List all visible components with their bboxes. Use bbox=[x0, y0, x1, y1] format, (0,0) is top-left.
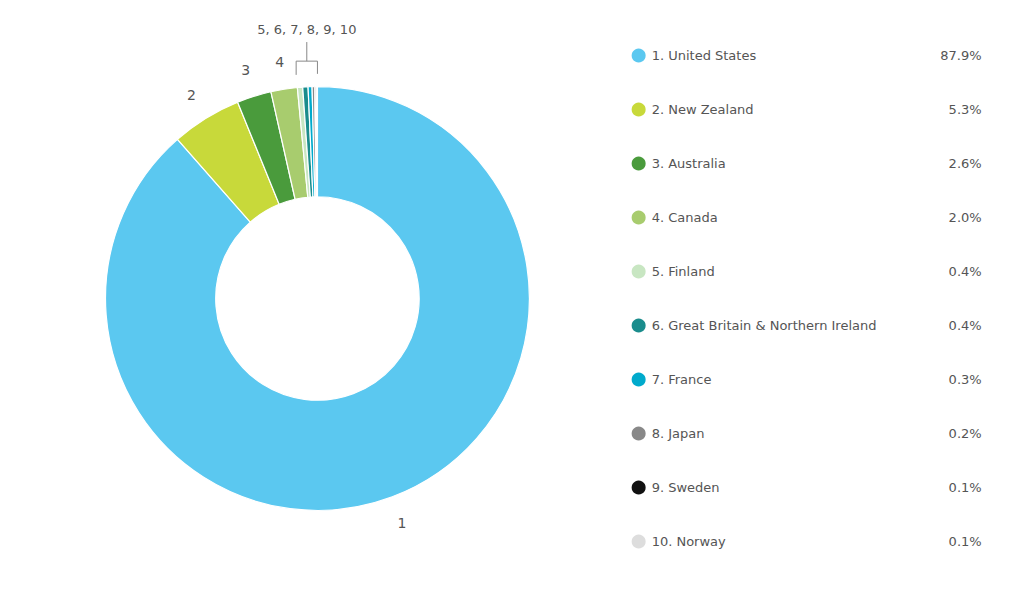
svg-text:2.6%: 2.6% bbox=[949, 156, 982, 171]
svg-text:10. Norway: 10. Norway bbox=[652, 534, 726, 549]
svg-text:4. Canada: 4. Canada bbox=[652, 210, 718, 225]
svg-text:7. France: 7. France bbox=[652, 372, 712, 387]
svg-text:0.4%: 0.4% bbox=[949, 264, 982, 279]
svg-text:87.9%: 87.9% bbox=[940, 48, 981, 63]
svg-text:2.0%: 2.0% bbox=[949, 210, 982, 225]
svg-text:2. New Zealand: 2. New Zealand bbox=[652, 102, 754, 117]
svg-text:3. Australia: 3. Australia bbox=[652, 156, 726, 171]
svg-text:0.1%: 0.1% bbox=[949, 534, 982, 549]
svg-text:5. Finland: 5. Finland bbox=[652, 264, 715, 279]
svg-text:9. Sweden: 9. Sweden bbox=[652, 480, 720, 495]
svg-text:0.2%: 0.2% bbox=[949, 426, 982, 441]
svg-text:1. United States: 1. United States bbox=[652, 48, 757, 63]
svg-text:5, 6, 7, 8, 9, 10: 5, 6, 7, 8, 9, 10 bbox=[257, 22, 356, 37]
svg-text:0.1%: 0.1% bbox=[949, 480, 982, 495]
svg-text:2: 2 bbox=[187, 87, 196, 103]
svg-text:5.3%: 5.3% bbox=[949, 102, 982, 117]
svg-text:3: 3 bbox=[241, 62, 250, 78]
svg-text:1: 1 bbox=[397, 515, 406, 531]
svg-text:0.4%: 0.4% bbox=[949, 318, 982, 333]
svg-text:4: 4 bbox=[275, 54, 284, 70]
svg-text:8. Japan: 8. Japan bbox=[652, 426, 705, 441]
svg-text:0.3%: 0.3% bbox=[949, 372, 982, 387]
svg-text:6. Great Britain & Northern Ir: 6. Great Britain & Northern Ireland bbox=[652, 318, 877, 333]
